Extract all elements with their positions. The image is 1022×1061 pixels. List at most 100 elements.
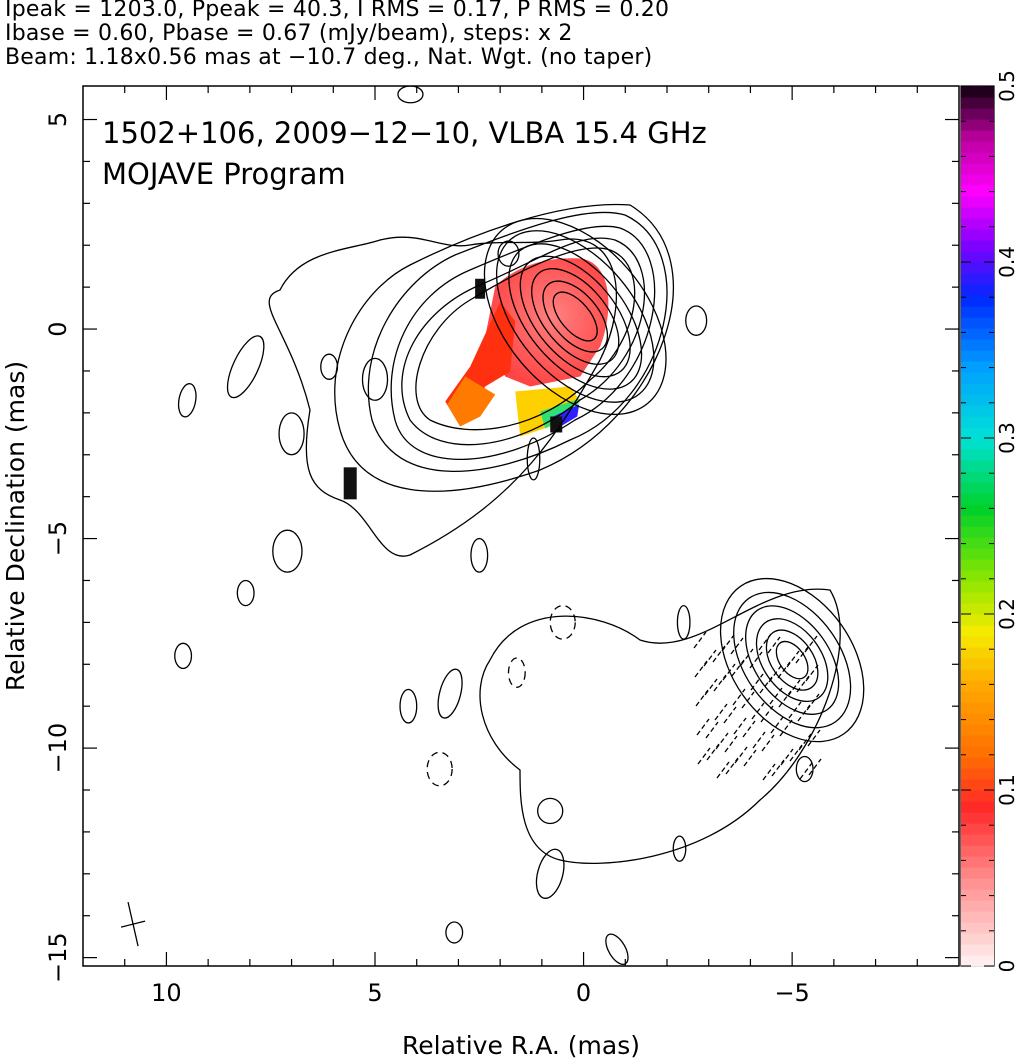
blob-contour bbox=[174, 642, 193, 670]
colorbar-segment bbox=[961, 955, 994, 967]
header-line-3: Beam: 1.18x0.56 mas at −10.7 deg., Nat. … bbox=[5, 45, 653, 70]
colorbar-ticks bbox=[961, 85, 994, 967]
colorbar-segment bbox=[961, 625, 994, 637]
colorbar-segment bbox=[961, 174, 994, 186]
colorbar-tick-label: 0.3 bbox=[995, 422, 1019, 454]
axis-ticks bbox=[83, 86, 959, 966]
colorbar-segment bbox=[961, 702, 994, 714]
colorbar-segment bbox=[961, 548, 994, 560]
polarization-vector bbox=[712, 645, 726, 663]
colorbar-segment bbox=[961, 680, 994, 692]
blob-contour bbox=[470, 537, 489, 573]
colorbar-segment bbox=[961, 504, 994, 516]
colorbar-segment bbox=[961, 152, 994, 164]
colorbar-segment bbox=[961, 856, 994, 868]
colorbar-segment bbox=[961, 97, 994, 109]
polarization-black-pixel bbox=[475, 278, 486, 299]
polarization-vector bbox=[725, 757, 739, 775]
colorbar-segment bbox=[961, 196, 994, 208]
polarization-vector bbox=[723, 706, 737, 724]
colorbar-segment bbox=[961, 416, 994, 428]
polarization-vector bbox=[695, 689, 709, 707]
jet-contour bbox=[334, 203, 674, 492]
polarization-vector bbox=[778, 690, 792, 708]
colorbar-segment bbox=[961, 658, 994, 670]
polarization-vector bbox=[706, 743, 720, 761]
colorbar-segment bbox=[961, 691, 994, 703]
polarization-vector bbox=[730, 637, 744, 655]
colorbar-segment bbox=[961, 603, 994, 615]
blob-contour bbox=[445, 921, 464, 944]
polarization-vector bbox=[742, 720, 756, 738]
colorbar-segment bbox=[961, 449, 994, 461]
blob-contour bbox=[526, 437, 541, 481]
polarization-orange-patch bbox=[447, 376, 496, 427]
negative-contour bbox=[549, 604, 576, 640]
colorbar-segment bbox=[961, 592, 994, 604]
colorbar-segment bbox=[961, 812, 994, 824]
colorbar-segment bbox=[961, 911, 994, 923]
polarization-vector bbox=[749, 651, 763, 669]
blob-contour bbox=[397, 86, 424, 104]
secondary-contour bbox=[745, 605, 840, 715]
negative-contour bbox=[426, 751, 453, 787]
polarization-vector bbox=[807, 729, 821, 747]
polarization-vector bbox=[770, 716, 784, 734]
polarization-vector bbox=[771, 759, 785, 777]
polarization-vector bbox=[705, 721, 719, 739]
polarization-vector bbox=[761, 734, 775, 752]
colorbar-segment bbox=[961, 284, 994, 296]
colorbar-segment bbox=[961, 185, 994, 197]
colorbar-segment bbox=[961, 163, 994, 175]
core-contour bbox=[531, 268, 620, 365]
secondary-contour bbox=[755, 618, 829, 703]
polarization-vector bbox=[741, 691, 755, 709]
colorbar-segment bbox=[961, 944, 994, 956]
colorbar-segment bbox=[961, 306, 994, 318]
colorbar-segment bbox=[961, 207, 994, 219]
colorbar-segment bbox=[961, 405, 994, 417]
colorbar-segment bbox=[961, 240, 994, 252]
colorbar-segment bbox=[961, 526, 994, 538]
colorbar-segment bbox=[961, 262, 994, 274]
colorbar-segment bbox=[961, 328, 994, 340]
polarization-vector bbox=[759, 676, 773, 694]
polarization-vector bbox=[769, 687, 783, 705]
colorbar-segment bbox=[961, 130, 994, 142]
colorbar-segment bbox=[961, 317, 994, 329]
x-tick-label: 5 bbox=[367, 979, 382, 1007]
colorbar-segment bbox=[961, 845, 994, 857]
colorbar-segment bbox=[961, 339, 994, 351]
colorbar-segment bbox=[961, 482, 994, 494]
colorbar-segment bbox=[961, 834, 994, 846]
jet-contour bbox=[390, 225, 656, 461]
polarization-black-pixel bbox=[550, 416, 563, 433]
polarization-vector bbox=[743, 749, 757, 767]
colorbar-tick-label: 0 bbox=[995, 960, 1019, 973]
colorbar-segment bbox=[961, 141, 994, 153]
colorbar-segment bbox=[961, 119, 994, 131]
colorbar-gradient bbox=[961, 86, 994, 967]
colorbar-segment bbox=[961, 515, 994, 527]
polarization-vector bbox=[779, 719, 793, 737]
polarization-black-pixel bbox=[343, 467, 357, 500]
plot-subtitle: MOJAVE Program bbox=[102, 157, 346, 191]
blob-contour bbox=[272, 529, 303, 573]
colorbar-segment bbox=[961, 251, 994, 263]
secondary-contour bbox=[775, 640, 809, 680]
colorbar-segment bbox=[961, 746, 994, 758]
fractional-polarization-layer bbox=[343, 258, 609, 500]
blob-contour bbox=[672, 835, 687, 862]
y-axis-label: Relative Declination (mas) bbox=[1, 361, 30, 691]
colorbar-tick-label: 0.5 bbox=[995, 70, 1019, 102]
polarization-vector bbox=[724, 735, 738, 753]
blob-contour bbox=[605, 933, 629, 965]
header-line-1: Ipeak = 1203.0, Ppeak = 40.3, I RMS = 0.… bbox=[5, 0, 670, 22]
secondary-contour bbox=[719, 577, 865, 743]
colorbar-segment bbox=[961, 768, 994, 780]
colorbar-segment bbox=[961, 647, 994, 659]
colorbar-segment bbox=[961, 790, 994, 802]
colorbar-segment bbox=[961, 438, 994, 450]
colorbar-segment bbox=[961, 779, 994, 791]
